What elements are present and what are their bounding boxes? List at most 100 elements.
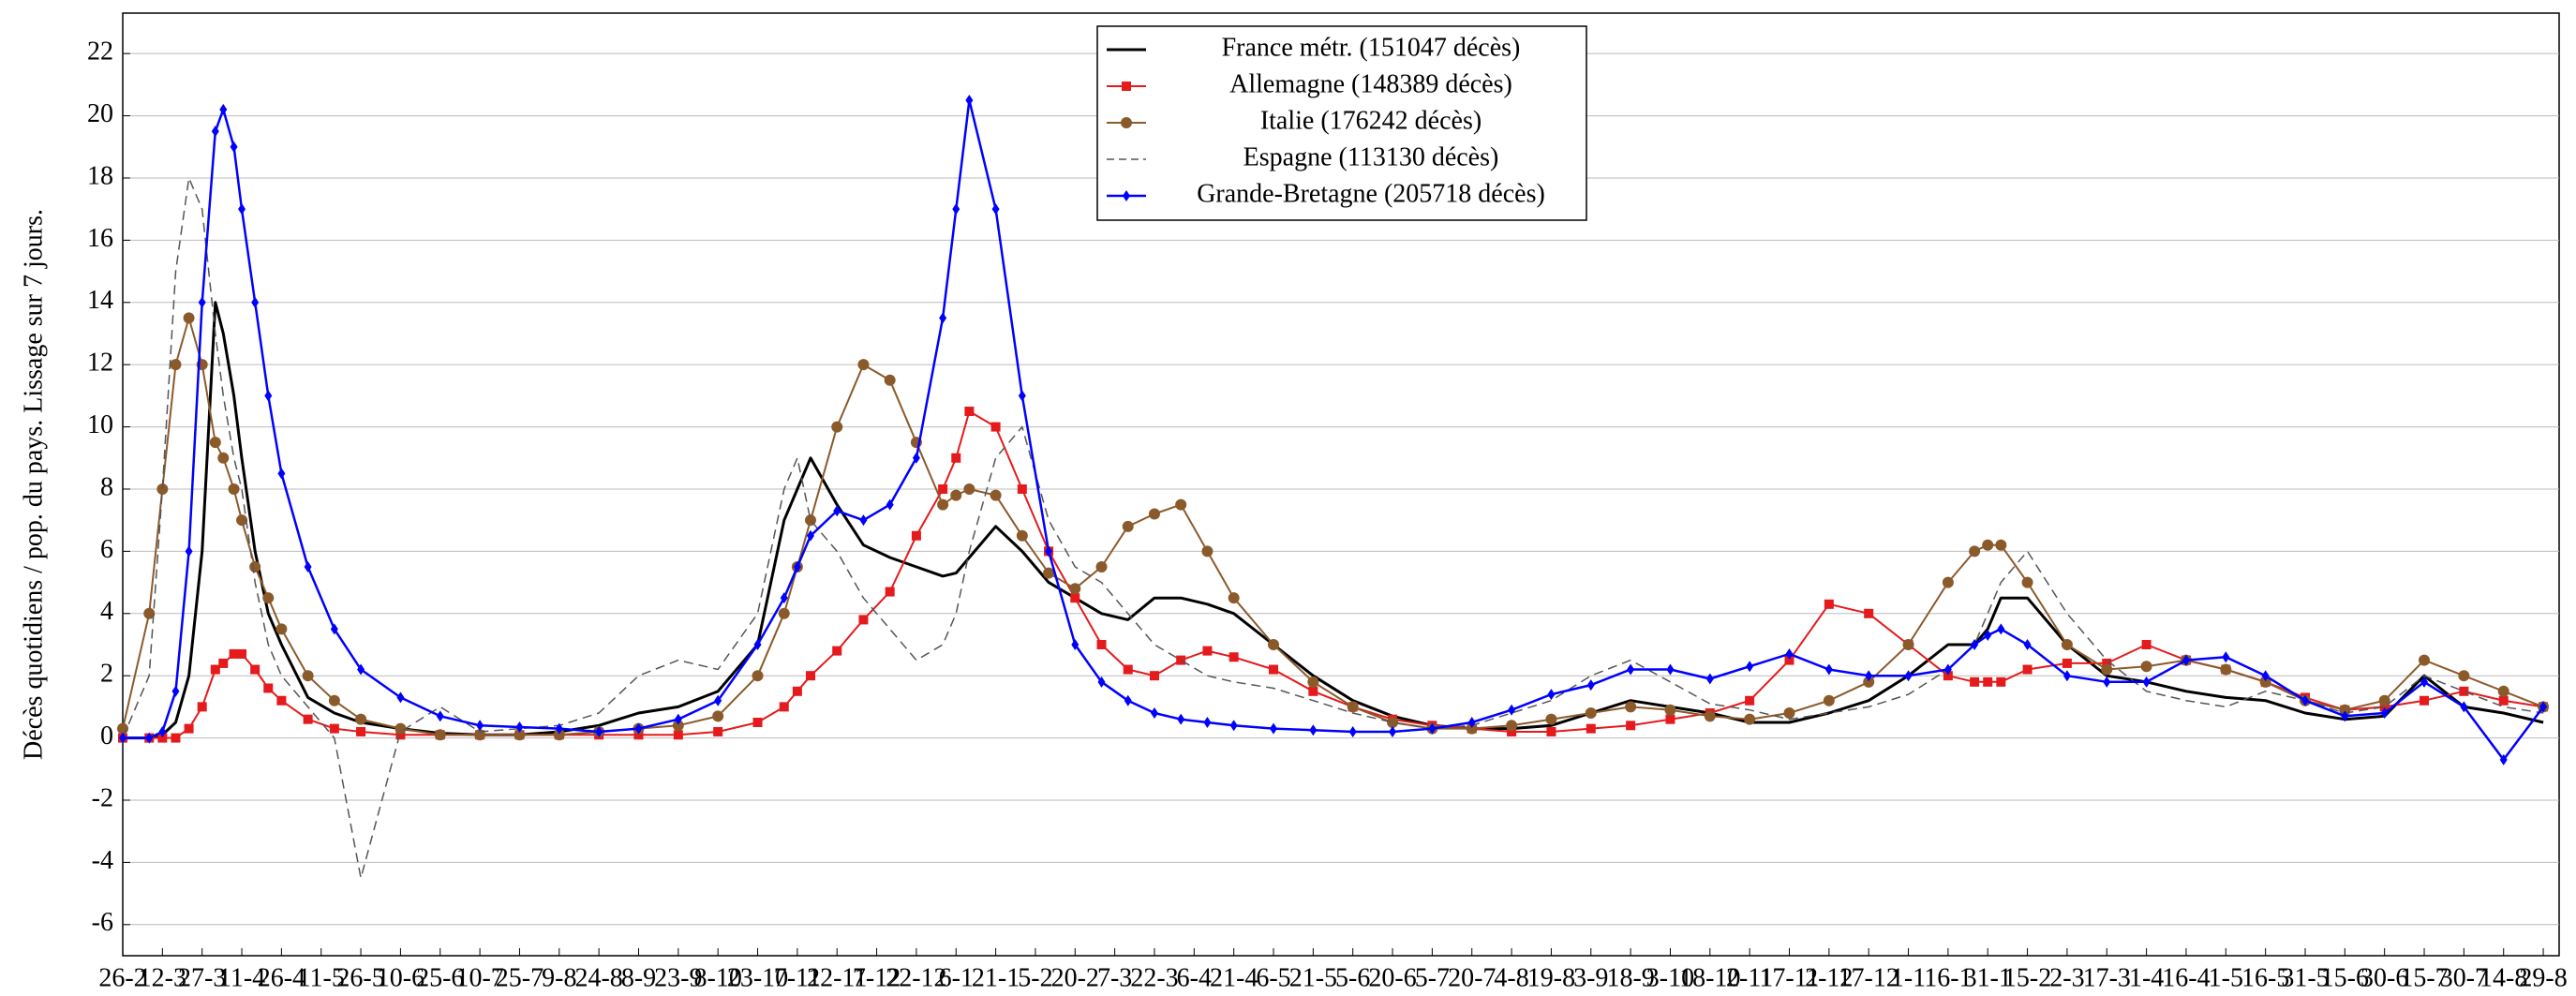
marker [1904,670,1913,682]
marker [2497,685,2509,697]
marker [595,725,603,737]
marker [1122,520,1134,532]
marker [1547,689,1556,701]
marker [236,514,248,527]
y-tick-label: 4 [100,597,113,626]
x-tick-label: 17-11 [1759,963,1819,992]
x-tick-label: 5-2 [1018,963,1052,992]
marker [831,421,843,433]
marker [303,714,313,724]
x-tick-label: 7-3 [1097,963,1132,992]
x-tick-label: 21-4 [1210,963,1258,992]
marker [396,691,405,704]
marker [228,483,240,495]
x-tick-label: 20-7 [1448,963,1496,992]
x-tick-label: 30-6 [2360,963,2408,992]
marker [2459,686,2469,696]
marker [2141,639,2152,649]
y-tick-label: -6 [92,908,113,937]
marker [1121,117,1132,128]
marker [197,702,207,712]
marker [357,663,365,676]
marker [1071,638,1080,650]
marker [170,359,182,371]
marker [792,686,802,696]
marker [885,587,895,597]
marker [219,103,228,115]
marker [1982,539,1994,551]
marker [1175,498,1187,511]
x-tick-label: 16-4 [2162,963,2210,992]
marker [2181,654,2190,666]
marker [2539,701,2548,713]
marker [555,722,563,735]
marker [952,203,960,216]
marker [356,726,366,736]
marker [858,615,869,625]
x-tick-label: 14-8 [2479,963,2527,992]
marker [211,126,219,138]
marker [1070,593,1080,603]
marker [937,498,949,511]
marker [1123,190,1130,201]
x-tick-label: 15-2 [2003,963,2051,992]
marker [1746,661,1754,673]
marker [1203,716,1212,728]
marker [1148,508,1160,520]
marker [2379,702,2390,712]
x-tick-label: 15-6 [2321,963,2369,992]
marker [673,730,683,740]
marker [2061,638,2073,650]
marker [951,453,961,463]
x-tick-label: 27-3 [178,963,226,992]
marker [230,141,238,153]
marker [1228,592,1240,604]
x-tick-label: 22-3 [1130,963,1178,992]
y-tick-label: -4 [92,846,113,875]
y-tick-label: 8 [100,472,113,501]
marker [1545,713,1557,725]
marker [1627,663,1635,676]
marker [2220,663,2232,676]
marker [1387,716,1399,728]
marker [1069,583,1081,595]
marker [1546,726,1556,736]
marker [886,498,894,511]
marker [2261,670,2270,682]
marker [1389,725,1397,737]
marker [964,406,975,416]
series [123,301,2544,740]
x-tick-label: 6-1 [939,963,974,992]
marker [1745,695,1755,706]
x-tick-label: 7-12 [853,963,901,992]
marker [1586,723,1596,734]
x-tick-label: 2-11 [1726,963,1773,992]
marker [1124,694,1132,706]
marker [712,710,724,722]
marker [833,505,841,517]
x-tick-label: 16-1 [1924,963,1972,992]
x-tick-label: 21-1 [972,963,1020,992]
x-tick-label: 3-10 [1646,963,1694,992]
marker [884,374,896,386]
marker [1017,483,1027,494]
marker [1824,663,1833,676]
x-tick-label: 1-5 [2209,963,2243,992]
marker [119,732,127,744]
marker [1863,676,1875,688]
series [119,94,2548,766]
x-tick-label: 8-10 [694,963,742,992]
marker [514,729,526,741]
series-line [122,177,2544,879]
marker [1096,639,1107,649]
marker [1664,704,1676,716]
marker [476,720,484,732]
marker [1666,663,1675,676]
marker [436,710,444,722]
marker [2259,676,2271,688]
marker [1943,663,1952,676]
x-tick-label: 31-5 [2281,963,2329,992]
marker [2458,670,2470,682]
x-tick-label: 25-6 [416,963,464,992]
marker [2499,753,2508,766]
